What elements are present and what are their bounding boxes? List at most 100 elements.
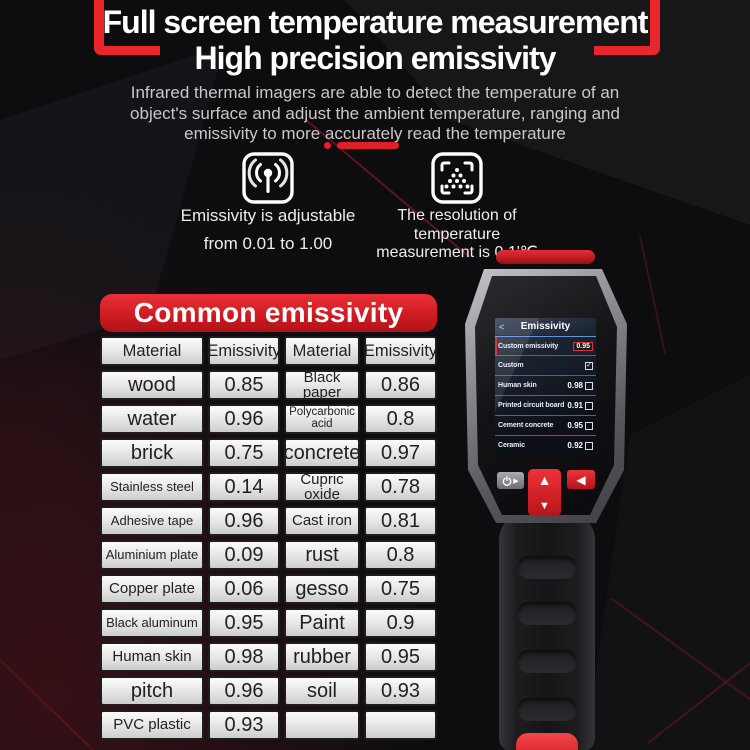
material-cell: Copper plate <box>100 574 204 604</box>
screen-row[interactable]: Printed circuit board 0.91 <box>495 396 596 416</box>
material-cell: Aluminium plate <box>100 540 204 570</box>
emissivity-value-cell <box>364 710 437 740</box>
material-cell: Paint <box>284 608 360 638</box>
material-cell: rust <box>284 540 360 570</box>
resolution-target-icon <box>431 152 483 204</box>
material-cell: Human skin <box>100 642 204 672</box>
device-trigger-button[interactable] <box>516 733 578 750</box>
divider-bar <box>337 142 399 149</box>
emissivity-value-cell: 0.96 <box>208 676 280 706</box>
table-header-cell: Emissivity <box>207 336 281 366</box>
handle-grip-slot <box>517 698 577 721</box>
handle-grip-slot <box>517 650 577 673</box>
screen-row-label: Cement concrete <box>498 422 554 429</box>
screen-list: Custom emissivity 0.95 Custom ✓ Human skin 0.… <box>495 336 596 455</box>
screen-row-value: 0.91 <box>567 401 583 410</box>
caption-line: from 0.01 to 1.00 <box>203 234 333 253</box>
caption-line: Emissivity is adjustable <box>180 206 356 225</box>
checkbox[interactable] <box>585 401 593 410</box>
play-icon: ▶ <box>513 477 519 485</box>
emissivity-value-cell: 0.8 <box>364 540 437 570</box>
checkbox[interactable] <box>585 441 593 450</box>
material-cell: water <box>100 404 204 434</box>
screen-row[interactable]: Cement concrete 0.95 <box>495 416 596 436</box>
left-arrow-icon: ◀ <box>576 472 586 487</box>
broadcast-icon <box>242 152 294 204</box>
power-icon <box>503 475 512 486</box>
material-cell <box>284 710 360 740</box>
divider-dot <box>324 142 331 149</box>
screen-row-value: 0.95 <box>573 341 593 351</box>
handle-grip-slot <box>517 602 577 625</box>
table-header-cell: Emissivity <box>364 336 437 366</box>
material-cell: gesso <box>284 574 360 604</box>
checkbox[interactable] <box>585 381 593 390</box>
down-arrow-icon: ▼ <box>539 500 550 512</box>
checkbox[interactable] <box>585 421 593 430</box>
emissivity-value-cell: 0.8 <box>364 404 437 434</box>
emissivity-value-cell: 0.75 <box>208 438 280 468</box>
emissivity-value-cell: 0.81 <box>364 506 437 536</box>
material-cell: rubber <box>284 642 360 672</box>
screen-row[interactable]: Human skin 0.98 <box>495 376 596 396</box>
checkbox[interactable]: ✓ <box>585 361 593 370</box>
material-cell: concrete <box>284 438 360 468</box>
device-screen: < Emissivity Custom emissivity 0.95 Custom… <box>495 318 596 455</box>
background-accent-line <box>647 619 750 744</box>
screen-row-label: Printed circuit board <box>498 402 565 409</box>
page-description: Infrared thermal imagers are able to det… <box>130 83 620 144</box>
screen-row-value: 0.92 <box>567 441 583 450</box>
device-top-red-cap <box>496 250 595 264</box>
emissivity-value-cell: 0.9 <box>364 608 437 638</box>
emissivity-value-cell: 0.09 <box>208 540 280 570</box>
background-accent-line <box>639 235 666 354</box>
screen-row-label: Custom <box>498 362 524 369</box>
emissivity-grid: Material Emissivity Material Emissivity wood… <box>100 336 437 740</box>
screen-row[interactable]: Custom emissivity 0.95 <box>495 336 596 356</box>
emissivity-value-cell: 0.95 <box>208 608 280 638</box>
material-cell: Polycarbonic acid <box>284 404 360 434</box>
up-down-button[interactable]: ▲ ▼ <box>528 469 561 516</box>
table-banner: Common emissivity <box>100 294 437 332</box>
caption-line: temperature <box>413 225 501 243</box>
emissivity-value-cell: 0.95 <box>364 642 437 672</box>
back-arrow-button[interactable]: ◀ <box>567 470 595 489</box>
material-cell: soil <box>284 676 360 706</box>
back-chevron-icon[interactable]: < <box>499 321 505 332</box>
screen-row[interactable]: Ceramic 0.92 <box>495 436 596 455</box>
screen-header: < Emissivity <box>495 318 596 336</box>
material-cell: Cupric oxide <box>284 472 360 502</box>
check-mark: ✓ <box>586 362 592 369</box>
material-cell: Black aluminum <box>100 608 204 638</box>
background-accent-line <box>611 598 750 718</box>
material-cell: brick <box>100 438 204 468</box>
material-cell: wood <box>100 370 204 400</box>
background-accent-line <box>0 635 102 750</box>
material-cell: PVC plastic <box>100 710 204 740</box>
material-cell: Black paper <box>284 370 360 400</box>
material-cell: Cast iron <box>284 506 360 536</box>
handle-grip-slot <box>517 556 577 579</box>
screen-row-label: Custom emissivity <box>498 342 559 350</box>
feature-caption-emissivity: Emissivity is adjustable from 0.01 to 1.… <box>146 206 390 262</box>
emissivity-value-cell: 0.97 <box>364 438 437 468</box>
screen-row[interactable]: Custom ✓ <box>495 356 596 376</box>
page-title-line2: High precision emissivity <box>194 40 557 76</box>
emissivity-value-cell: 0.86 <box>364 370 437 400</box>
material-cell: Stainless steel <box>100 472 204 502</box>
emissivity-value-cell: 0.78 <box>364 472 437 502</box>
emissivity-value-cell: 0.98 <box>208 642 280 672</box>
emissivity-value-cell: 0.75 <box>364 574 437 604</box>
up-arrow-icon: ▲ <box>537 472 552 488</box>
emissivity-value-cell: 0.93 <box>208 710 280 740</box>
material-cell: pitch <box>100 676 204 706</box>
screen-row-label: Ceramic <box>498 442 525 449</box>
table-header-cell: Material <box>284 336 360 366</box>
power-button[interactable]: ▶ <box>497 472 524 489</box>
emissivity-value-cell: 0.96 <box>208 506 280 536</box>
emissivity-value-cell: 0.06 <box>208 574 280 604</box>
emissivity-value-cell: 0.96 <box>208 404 280 434</box>
emissivity-value-cell: 0.93 <box>364 676 437 706</box>
screen-row-label: Human skin <box>498 382 537 389</box>
